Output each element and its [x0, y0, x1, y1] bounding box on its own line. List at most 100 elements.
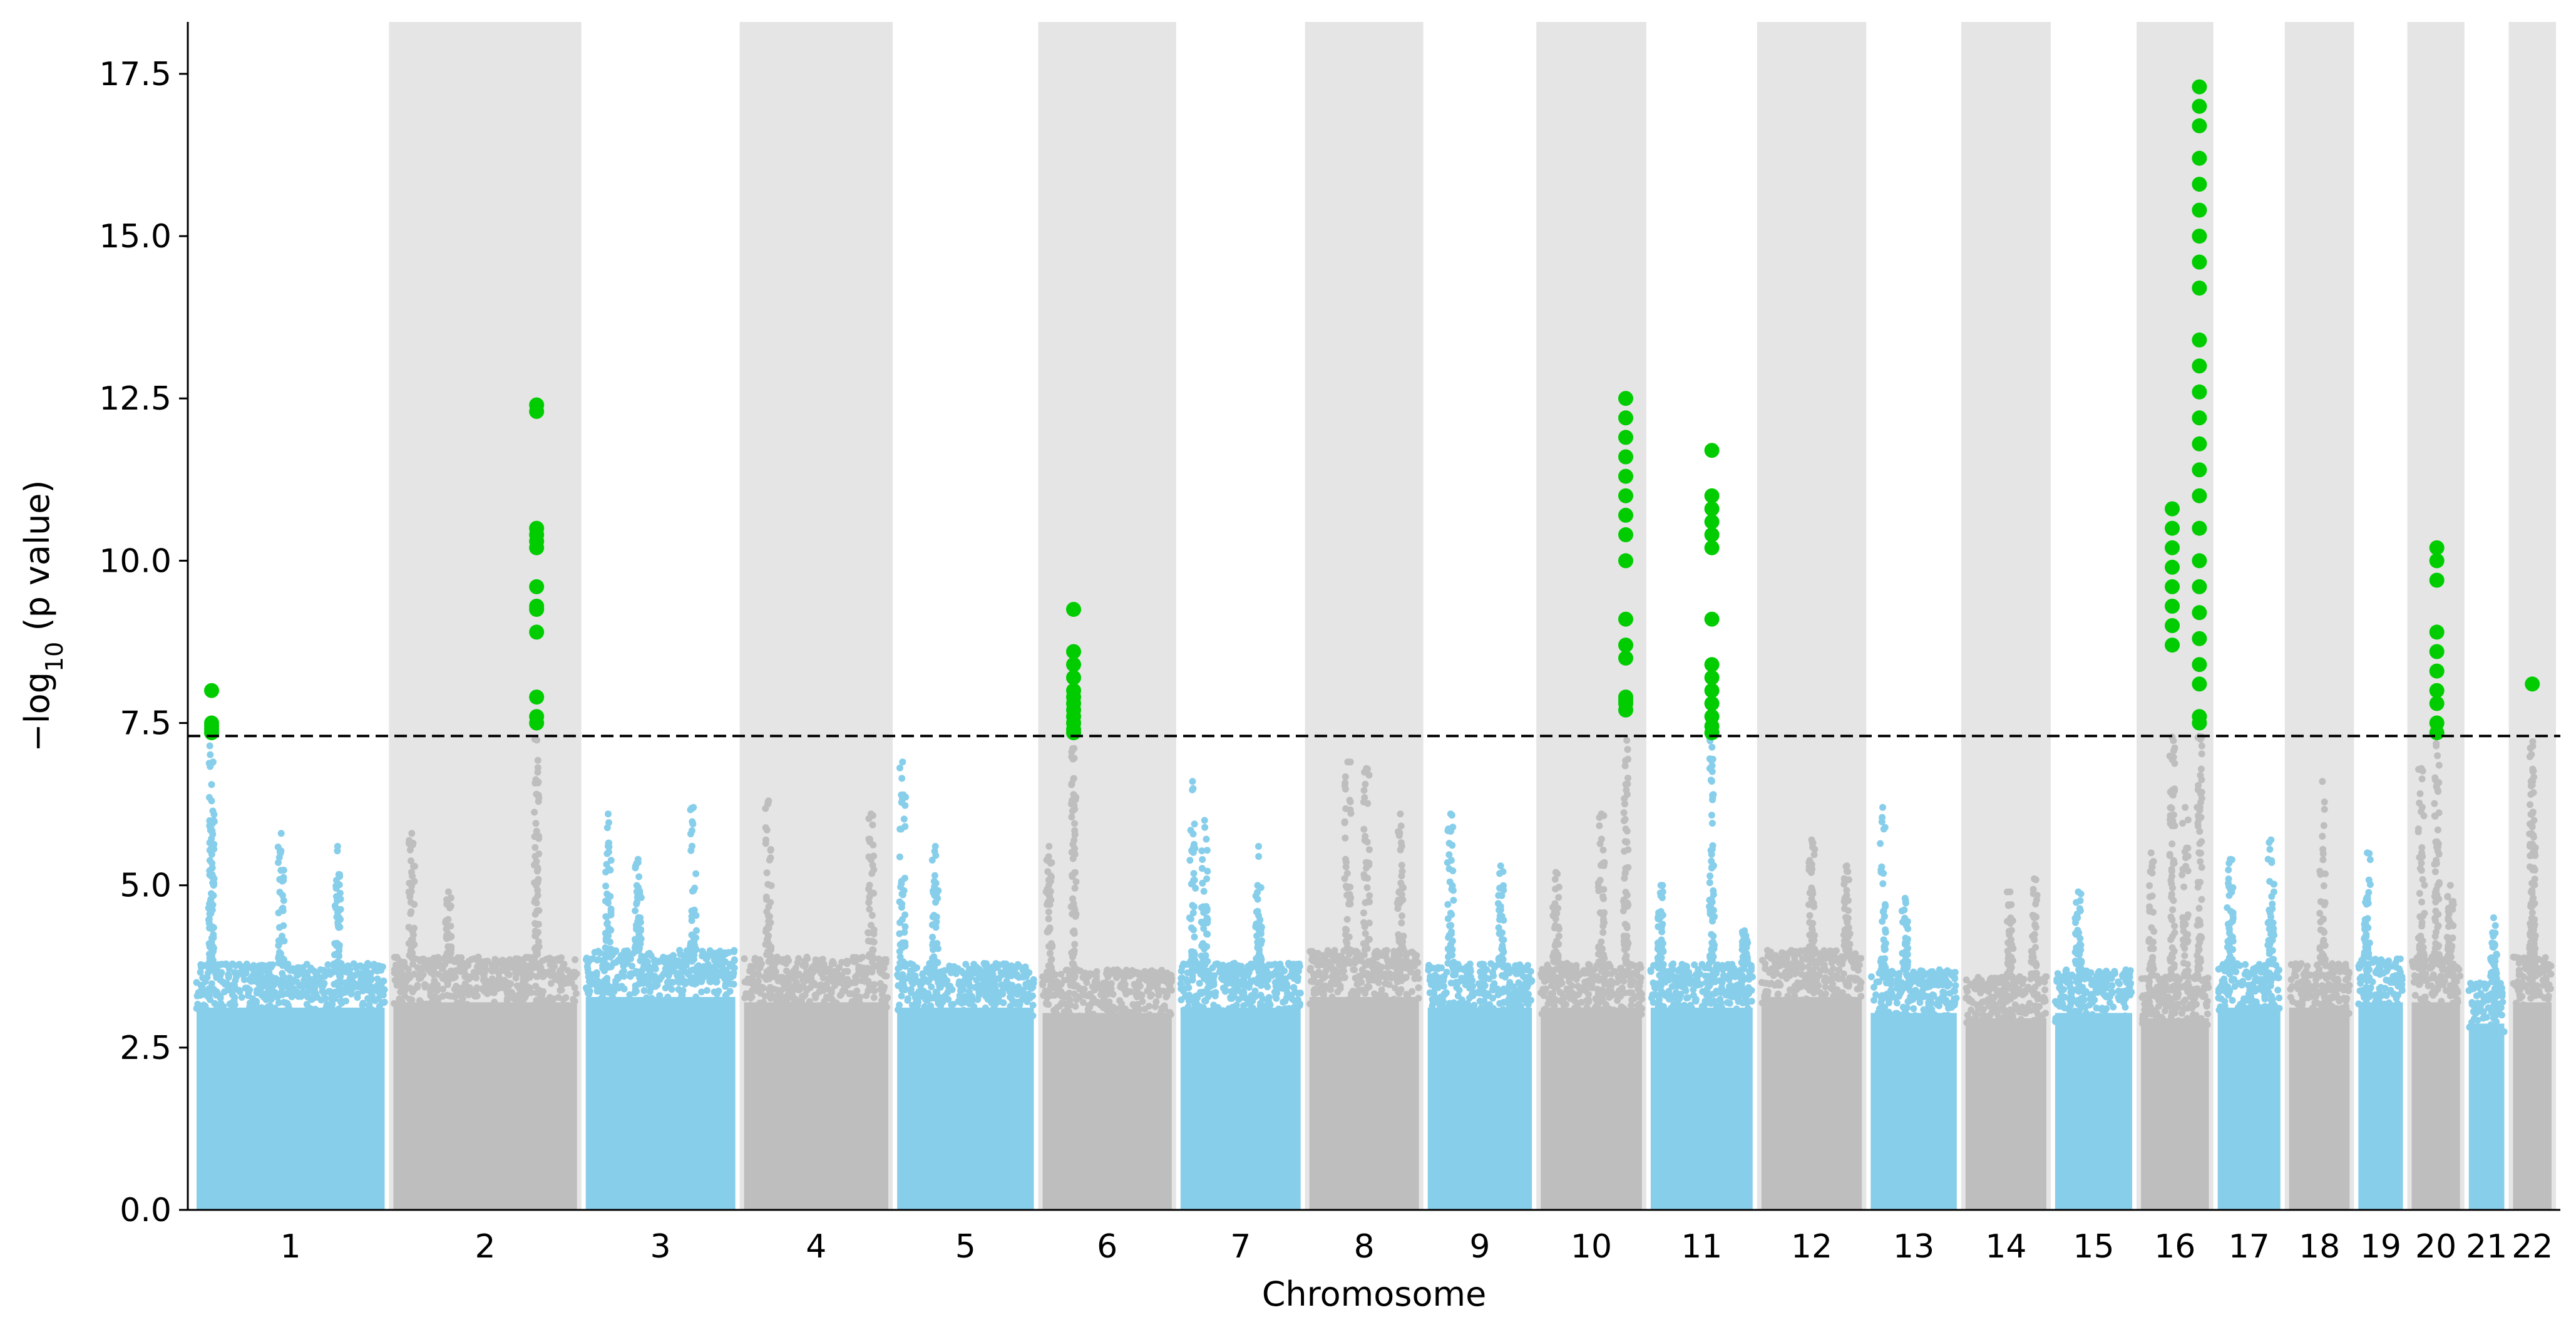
snp-point: [1451, 1008, 1459, 1015]
snp-point: [534, 951, 541, 958]
snp-point: [1609, 991, 1616, 999]
snp-point: [1596, 840, 1604, 847]
snp-point: [1594, 1003, 1601, 1010]
peak-top-point: [1447, 810, 1454, 818]
snp-point: [1560, 1002, 1568, 1009]
snp-point: [896, 919, 904, 926]
snp-point: [755, 971, 762, 979]
snp-point: [747, 963, 754, 970]
snp-point: [1358, 979, 1365, 986]
snp-point: [391, 954, 398, 961]
snp-point: [444, 943, 452, 951]
snp-point: [1496, 870, 1504, 877]
snp-point: [1610, 1006, 1618, 1014]
snp-point: [419, 964, 426, 972]
snp-point: [1227, 994, 1234, 1001]
snp-point: [264, 964, 272, 972]
snp-point: [896, 853, 903, 860]
snp-point: [960, 986, 967, 993]
snp-point: [1069, 960, 1076, 968]
snp-point: [786, 993, 793, 1001]
snp-point: [1500, 887, 1507, 894]
snp-point: [516, 998, 523, 1005]
snp-point: [297, 993, 305, 1000]
snp-point: [1179, 974, 1186, 982]
snp-point: [404, 966, 412, 973]
snp-point: [310, 976, 318, 983]
snp-point: [1500, 948, 1507, 956]
snp-point: [1271, 961, 1279, 968]
snp-point: [411, 901, 418, 908]
snp-point: [399, 977, 407, 984]
snp-point: [934, 895, 942, 902]
snp-point: [416, 958, 424, 965]
snp-point: [817, 957, 824, 964]
snp-point: [321, 990, 328, 998]
snp-point: [1346, 996, 1353, 1003]
snp-point: [1341, 875, 1348, 882]
snp-point: [406, 879, 413, 887]
snp-point: [1008, 991, 1016, 998]
snp-point: [876, 980, 884, 987]
snp-point: [1467, 973, 1474, 981]
peak-top-point: [931, 843, 939, 850]
snp-point: [676, 947, 684, 954]
snp-point: [703, 987, 711, 994]
snp-point: [1052, 1015, 1060, 1023]
snp-point: [691, 975, 698, 983]
snp-point: [716, 947, 724, 955]
snp-point: [535, 938, 542, 946]
snp-point: [531, 844, 539, 851]
snp-point: [873, 962, 881, 969]
snp-point: [391, 1000, 398, 1007]
snp-point: [848, 1004, 855, 1012]
snp-point: [1467, 1008, 1475, 1016]
snp-point: [1621, 955, 1629, 962]
snp-point: [550, 963, 557, 971]
snp-point: [361, 977, 368, 984]
snp-point: [911, 972, 919, 979]
snp-point: [1015, 1007, 1023, 1014]
snp-point: [980, 988, 988, 995]
snp-point: [1309, 978, 1316, 985]
snp-point: [1347, 798, 1354, 805]
snp-point: [1225, 1005, 1233, 1012]
snp-point: [210, 817, 217, 824]
peak-top-point: [1497, 862, 1504, 870]
snp-point: [1011, 965, 1019, 973]
snp-point: [1326, 983, 1334, 990]
snp-point: [311, 984, 319, 991]
snp-point: [1525, 991, 1532, 998]
snp-point: [908, 979, 916, 986]
snp-point: [1551, 903, 1559, 910]
snp-point: [434, 954, 442, 961]
snp-point: [897, 883, 905, 891]
snp-point: [375, 981, 382, 988]
snp-point: [724, 979, 731, 986]
snp-point: [365, 1001, 372, 1009]
snp-point: [238, 994, 245, 1001]
snp-point: [206, 839, 213, 847]
snp-point: [1480, 968, 1488, 976]
snp-point: [1411, 974, 1419, 981]
snp-point: [793, 979, 800, 986]
snp-point: [1146, 1003, 1152, 1010]
snp-point: [279, 892, 286, 899]
snp-point: [935, 979, 943, 986]
snp-point: [762, 928, 769, 936]
snp-point: [1621, 795, 1628, 802]
snp-point: [1085, 992, 1092, 999]
snp-point: [366, 1009, 373, 1017]
snp-point: [1361, 946, 1368, 954]
snp-point: [554, 955, 562, 963]
snp-point: [1437, 1000, 1444, 1008]
snp-point: [1318, 1002, 1325, 1009]
snp-point: [1624, 846, 1632, 854]
snp-point: [1403, 991, 1410, 998]
snp-point: [530, 1001, 537, 1009]
snp-point: [1660, 1003, 1667, 1010]
snp-point: [913, 998, 920, 1005]
snp-point: [1397, 822, 1405, 830]
snp-point: [1621, 874, 1628, 882]
snp-point: [1029, 992, 1036, 999]
